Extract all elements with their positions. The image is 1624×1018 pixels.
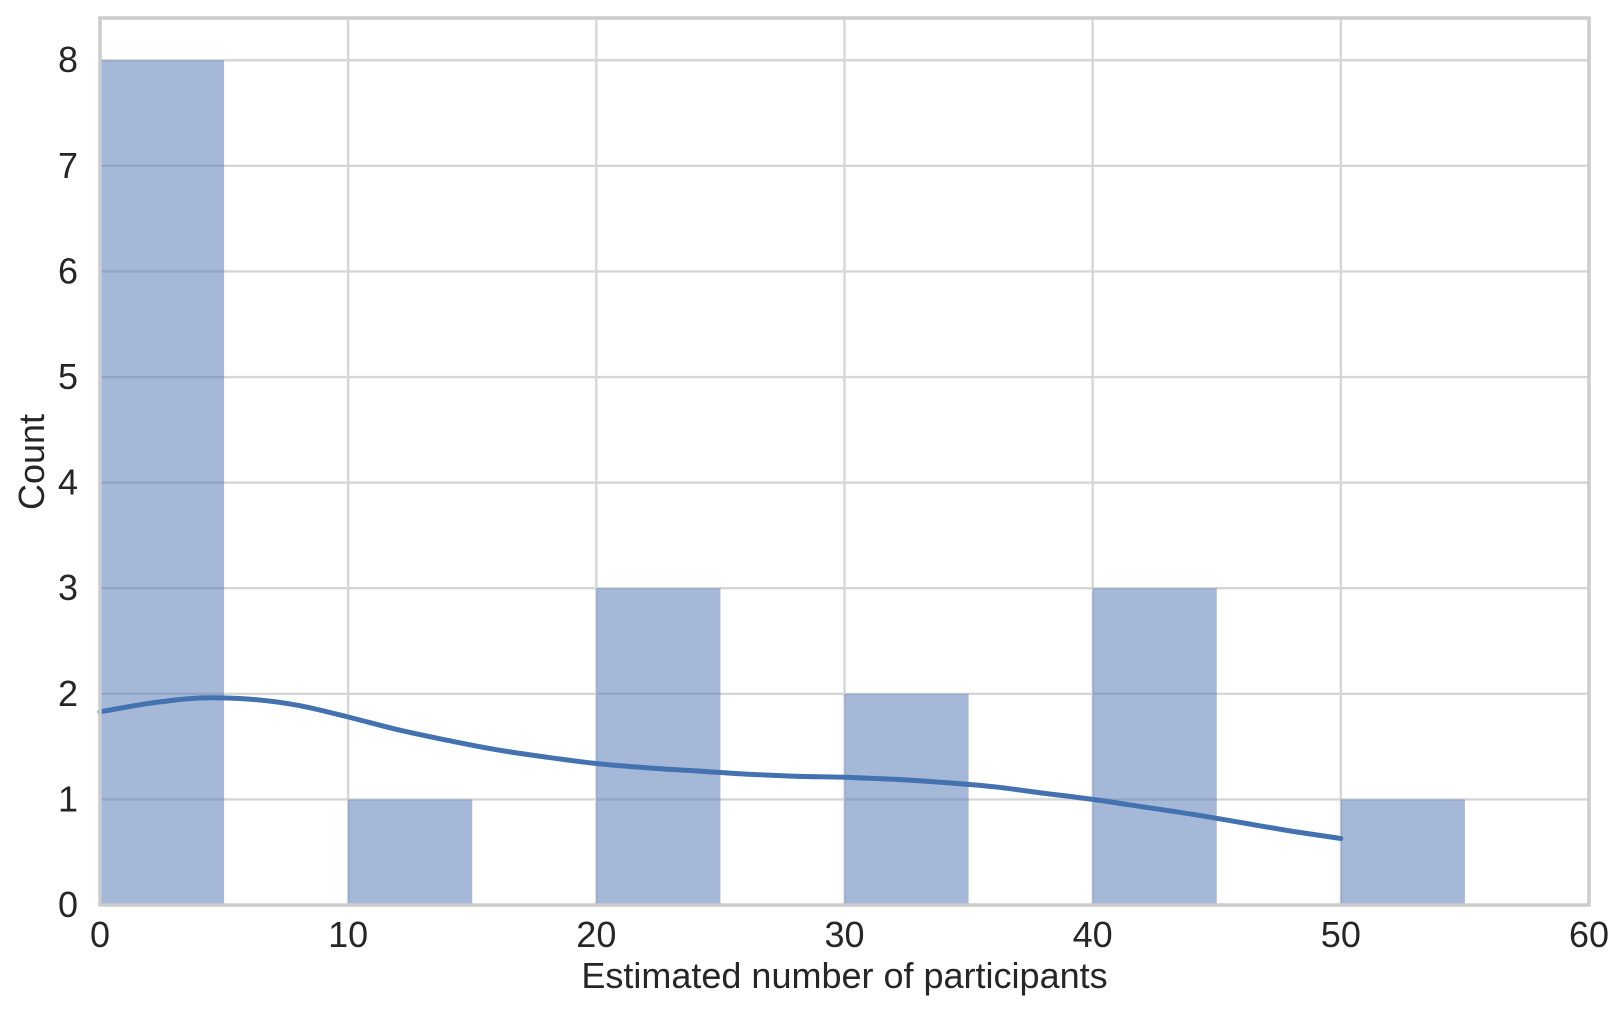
- x-tick-label: 10: [328, 914, 368, 955]
- x-tick-label: 60: [1569, 914, 1609, 955]
- y-tick-label: 7: [58, 145, 78, 186]
- y-tick-label: 0: [58, 884, 78, 925]
- y-tick-label: 4: [58, 462, 78, 503]
- y-tick-label: 8: [58, 39, 78, 80]
- x-tick-label: 20: [576, 914, 616, 955]
- histogram-bar: [1092, 588, 1217, 905]
- plot-border: [98, 16, 1591, 907]
- y-tick-label: 3: [58, 567, 78, 608]
- y-tick-label: 2: [58, 673, 78, 714]
- x-tick-label: 0: [90, 914, 110, 955]
- histogram-bar: [100, 60, 225, 905]
- y-axis-label: Count: [11, 413, 52, 511]
- kde-curve: [97, 695, 1344, 841]
- histogram-bar: [596, 588, 721, 905]
- histogram-bar: [1340, 799, 1465, 905]
- x-tick-label: 30: [824, 914, 864, 955]
- y-tick-label: 1: [58, 778, 78, 819]
- y-tick-label: 5: [58, 356, 78, 397]
- histogram-bar: [348, 799, 473, 905]
- y-tick-label: 6: [58, 250, 78, 291]
- x-axis-label: Estimated number of participants: [581, 955, 1108, 996]
- x-tick-label: 50: [1321, 914, 1361, 955]
- x-tick-label: 40: [1073, 914, 1113, 955]
- histogram-bar: [844, 693, 969, 905]
